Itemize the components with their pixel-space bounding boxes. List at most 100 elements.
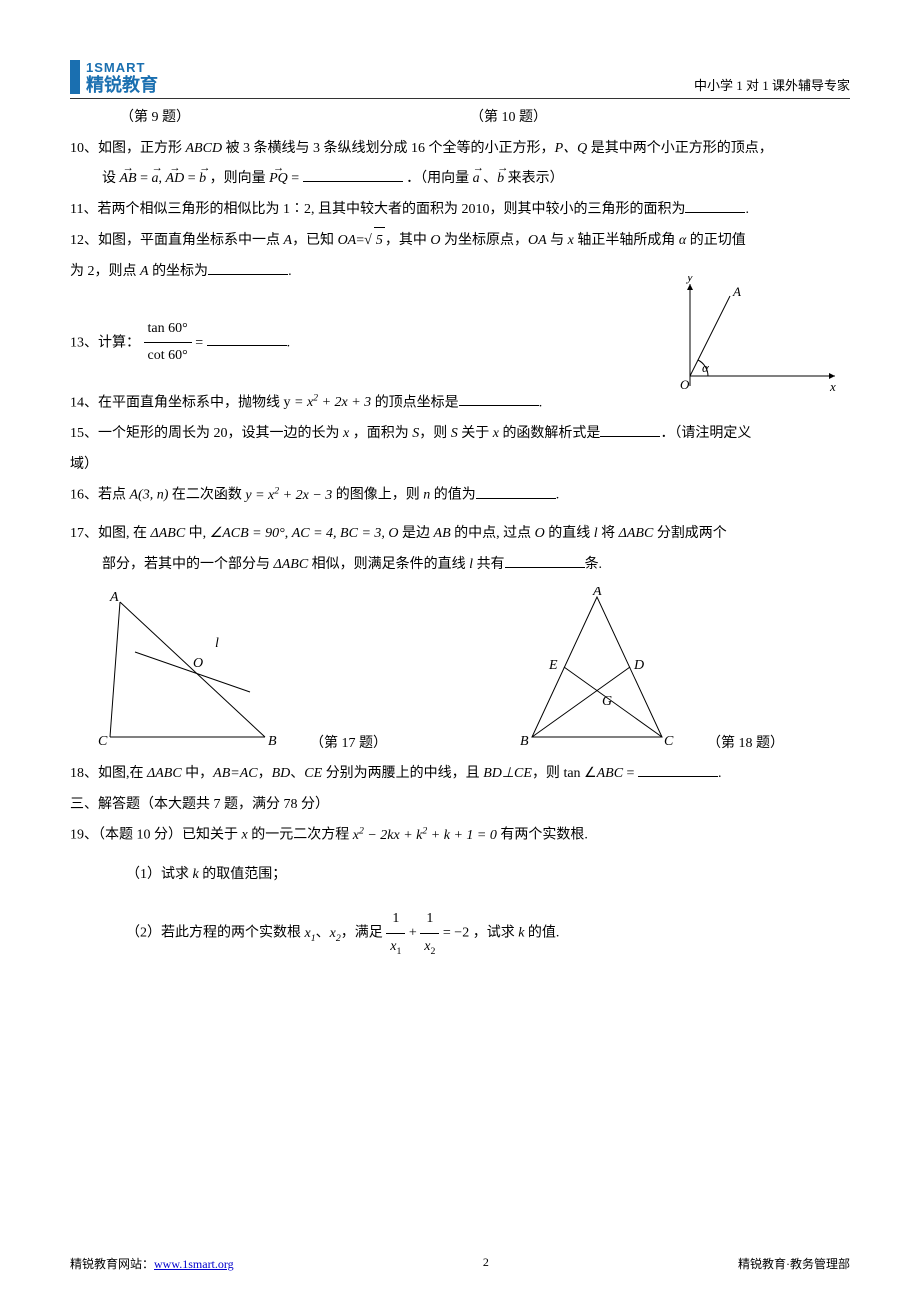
q19-p1b: 的取值范围；: [199, 867, 287, 882]
q13-eq: =: [192, 335, 207, 350]
q17-l1f: 的直线: [545, 526, 594, 541]
q17-o: O: [535, 526, 545, 541]
q12-l1c: ，其中: [385, 233, 431, 248]
point-a-label: A: [732, 284, 741, 299]
q12-sqrt5: 5: [374, 227, 385, 255]
logo-bar: [70, 60, 80, 94]
q18-f: ，则: [532, 766, 564, 781]
q17-ab: AB: [434, 526, 451, 541]
page-header: 1SMART 精锐教育 中小学 1 对 1 课外辅导专家: [70, 60, 850, 99]
q13-den: cot 60°: [144, 343, 192, 370]
footer-left-pre: 精锐教育网站：: [70, 1257, 154, 1271]
q13-blank: [207, 331, 287, 346]
q18-perp: BD⊥CE: [483, 766, 532, 781]
q18-diagram: A B C E D G: [517, 587, 677, 758]
q16-blank: [476, 484, 556, 499]
caption-q17: （第 17 题）: [310, 731, 387, 758]
svg-text:B: B: [520, 734, 529, 747]
q18-blank: [638, 762, 718, 777]
angle-alpha-label: α: [702, 360, 710, 375]
q10-l1-post: 是其中两个小正方形的顶点，: [587, 141, 773, 156]
footer-link[interactable]: www.1smart.org: [154, 1257, 234, 1271]
q10-pq: P、Q: [555, 141, 588, 156]
q18-e: 分别为两腰上的中线，且: [322, 766, 483, 781]
q17-l2a: 部分，若其中的一个部分与: [102, 557, 274, 572]
q18-ce: CE: [304, 766, 322, 781]
q14-pre: 14、在平面直角坐标系中，抛物线: [70, 395, 284, 410]
vec-b: b: [199, 166, 206, 193]
q14-blank: [459, 391, 539, 406]
q17-tri: ΔABC: [151, 526, 186, 541]
q12-l1f: 轴正半轴所成角: [574, 233, 679, 248]
q12-O: O: [430, 233, 440, 248]
q17-tri3: ΔABC: [274, 557, 309, 572]
q10-l2-post: ．（用向量: [406, 171, 473, 186]
logo-text: 1SMART 精锐教育: [86, 61, 158, 94]
svg-text:O: O: [193, 656, 203, 671]
q12-OA: OA: [338, 233, 357, 248]
q17-tri2: ΔABC: [619, 526, 654, 541]
coord-diagram-svg: y x O A α: [660, 276, 840, 406]
q17-diagram: A C B O l: [90, 587, 280, 758]
vec-a: a: [152, 166, 159, 193]
q16-expr: y = x2 + 2x − 3: [245, 488, 332, 503]
q15-post: ．（请注明定义: [660, 426, 751, 441]
q14: 14、在平面直角坐标系中，抛物线 y = x2 + 2x + 3 的顶点坐标是.: [70, 390, 850, 417]
q18-tri: ΔABC: [147, 766, 182, 781]
q17-l1h: 分割成两个: [653, 526, 727, 541]
q14-mid: 的顶点坐标是: [371, 395, 459, 410]
q11: 11、若两个相似三角形的相似比为 1∶2, 且其中较大者的面积为 2010，则其…: [70, 197, 850, 224]
q17-l1d: 是边: [399, 526, 434, 541]
q19-p1a: （1）试求: [126, 867, 193, 882]
vec-ad: AD: [166, 166, 185, 193]
q10-line1: 10、如图，正方形 ABCD 被 3 条横线与 3 条纵线划分成 16 个全等的…: [70, 136, 850, 163]
q17-ang: ∠ACB = 90°: [210, 526, 285, 541]
axis-y-label: y: [685, 276, 693, 284]
q12-l1d: 为坐标原点，: [440, 233, 528, 248]
q16-m1: 在二次函数: [168, 488, 245, 503]
q12-l1a: 12、如图，平面直角坐标系中一点: [70, 233, 284, 248]
q17-l2c: 共有: [473, 557, 505, 572]
logo: 1SMART 精锐教育: [70, 60, 158, 94]
q18: 18、如图,在 ΔABC 中，AB=AC，BD、CE 分别为两腰上的中线，且 B…: [70, 761, 850, 788]
q14-expr: y = x2 + 2x + 3: [284, 395, 372, 410]
page-number: 2: [234, 1255, 738, 1272]
q17-ac: AC = 4, BC = 3, O: [292, 526, 399, 541]
svg-text:C: C: [98, 734, 108, 747]
q19-line1: 19、（本题 10 分）已知关于 x 的一元二次方程 x2 − 2kx + k2…: [70, 822, 850, 849]
svg-text:G: G: [602, 694, 612, 709]
logo-en: 1SMART: [86, 61, 158, 74]
q18-bd: BD: [272, 766, 291, 781]
q15-m4: 的函数解析式是: [499, 426, 601, 441]
q17-line1: 17、如图, 在 ΔABC 中, ∠ACB = 90°, AC = 4, BC …: [70, 521, 850, 548]
q19-l1b: 的一元二次方程: [248, 828, 353, 843]
vec-ab: AB: [120, 166, 137, 193]
q12-eq: =: [356, 233, 364, 248]
q17-l2d: 条.: [585, 557, 603, 572]
q17-l1b: 中,: [185, 526, 210, 541]
q17-l1e: 的中点, 过点: [451, 526, 535, 541]
q10-l2-end: 来表示）: [504, 171, 564, 186]
q12-A: A: [284, 233, 293, 248]
q19-p1: （1）试求 k 的取值范围；: [70, 862, 850, 889]
svg-text:E: E: [548, 658, 558, 673]
q18-a: 18、如图,在: [70, 766, 147, 781]
q10-l2-pre: 设: [102, 171, 116, 186]
q19-p2e: 的值.: [524, 926, 559, 941]
q11-blank: [685, 198, 745, 213]
q13-frac: tan 60° cot 60°: [144, 316, 192, 370]
q19-l1a: 19、（本题 10 分）已知关于: [70, 828, 242, 843]
q15-m2: ，则: [419, 426, 451, 441]
q12-line1: 12、如图，平面直角坐标系中一点 A，已知 OA=√5，其中 O 为坐标原点，O…: [70, 227, 850, 255]
q19-p2c: ，满足: [341, 926, 387, 941]
q15-line1: 15、一个矩形的周长为 20，设其一边的长为 x ，面积为 S，则 S 关于 x…: [70, 421, 850, 448]
q17-blank: [505, 553, 585, 568]
q17-line2: 部分，若其中的一个部分与 ΔABC 相似，则满足条件的直线 l 共有条.: [70, 552, 850, 579]
q15-blank: [600, 422, 660, 437]
svg-text:A: A: [592, 587, 602, 599]
q15-m3: 关于: [458, 426, 493, 441]
q19-p2a: （2）若此方程的两个实数根: [126, 926, 305, 941]
q12-l1b: ，已知: [292, 233, 338, 248]
q18-eq1: AB=AC: [213, 766, 257, 781]
q12-l1e: 与: [547, 233, 568, 248]
